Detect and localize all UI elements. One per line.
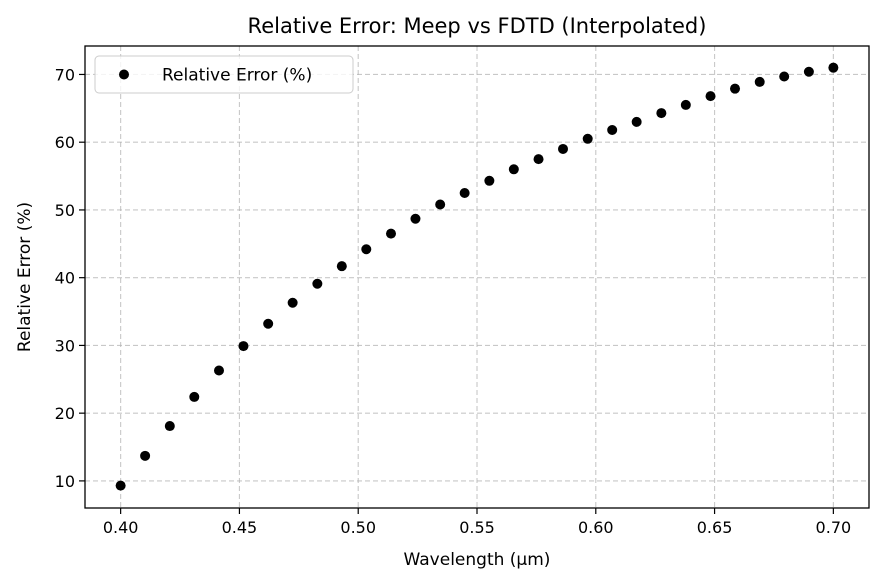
data-point (459, 188, 470, 198)
data-point (410, 213, 421, 224)
y-axis-label: Relative Error (%) (15, 202, 35, 352)
data-point (312, 278, 323, 289)
data-point (558, 143, 569, 154)
data-point (828, 62, 839, 73)
data-point (385, 228, 396, 239)
x-tick-label: 0.40 (103, 518, 139, 537)
x-tick-label: 0.65 (697, 518, 733, 537)
x-tick-label: 0.55 (459, 518, 495, 537)
y-tick-label: 70 (55, 65, 75, 84)
data-point (779, 71, 790, 82)
data-point (238, 341, 249, 352)
legend-label: Relative Error (%) (162, 66, 312, 86)
data-point (164, 421, 175, 432)
y-axis-ticks: 10 20 30 40 50 60 70 (55, 65, 85, 491)
x-tick-label: 0.45 (222, 518, 258, 537)
y-tick-label: 20 (55, 404, 75, 423)
y-tick-label: 30 (55, 336, 75, 355)
data-point (533, 154, 544, 165)
y-tick-label: 60 (55, 133, 75, 152)
y-tick-label: 10 (55, 472, 75, 491)
data-point (263, 318, 274, 329)
data-point (508, 164, 519, 175)
data-points (115, 62, 839, 491)
x-tick-label: 0.70 (816, 518, 852, 537)
data-point (803, 66, 814, 77)
data-point (336, 261, 347, 272)
data-point (140, 450, 151, 461)
data-point (484, 175, 495, 186)
data-point (582, 133, 593, 144)
data-point (680, 99, 691, 110)
x-axis-label: Wavelength (µm) (404, 550, 551, 570)
legend: Relative Error (%) (94, 55, 354, 94)
legend-marker (119, 69, 129, 80)
chart-title: Relative Error: Meep vs FDTD (Interpolat… (248, 14, 707, 38)
x-tick-label: 0.60 (578, 518, 614, 537)
data-point (213, 365, 224, 376)
y-tick-label: 40 (55, 269, 75, 288)
data-point (115, 480, 126, 491)
legend-box (94, 55, 354, 94)
data-point (435, 199, 446, 210)
data-point (189, 391, 200, 402)
data-point (287, 297, 298, 308)
data-point (631, 116, 642, 127)
data-point (705, 91, 716, 102)
y-tick-label: 50 (55, 201, 75, 220)
data-point (754, 76, 765, 87)
x-tick-label: 0.50 (340, 518, 376, 537)
data-point (656, 108, 667, 119)
data-point (730, 83, 741, 94)
data-point (607, 125, 618, 135)
x-axis-ticks: 0.40 0.45 0.50 0.55 0.60 0.65 0.70 (103, 508, 851, 537)
data-point (361, 244, 372, 255)
